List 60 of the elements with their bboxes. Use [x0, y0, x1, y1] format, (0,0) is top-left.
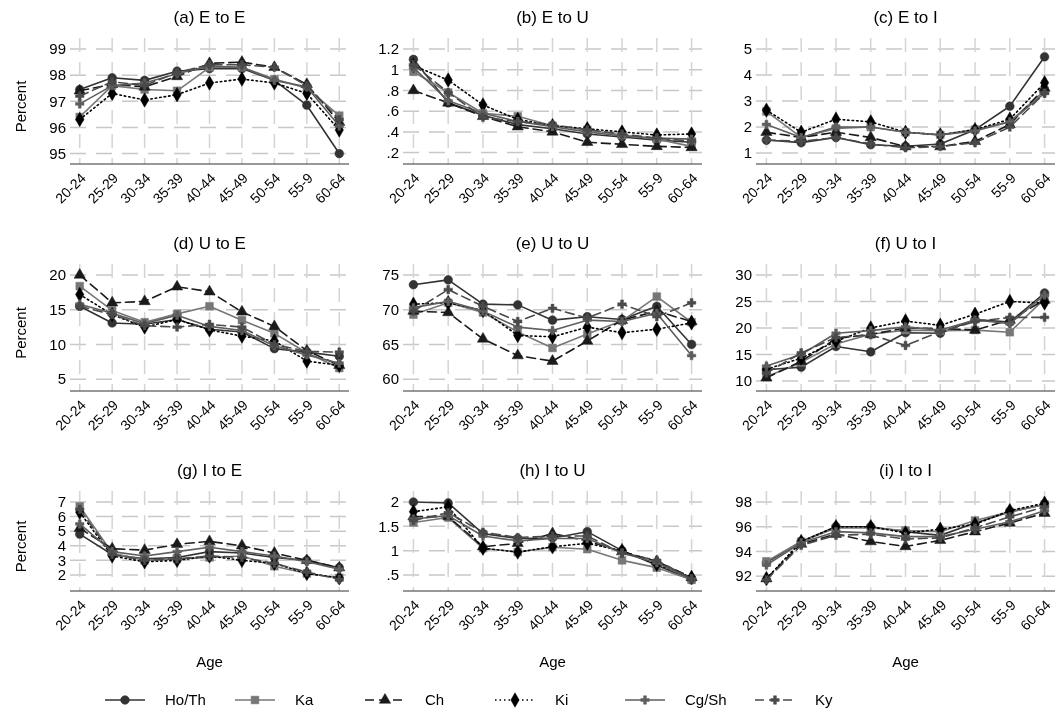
y-tick-label: 96 — [735, 517, 752, 535]
y-tick-label: 5 — [57, 522, 66, 540]
y-tick-label: 1.5 — [378, 517, 399, 535]
legend-label: Ka — [295, 691, 314, 709]
y-tick-label: 3 — [743, 92, 752, 110]
y-tick-label: 20 — [735, 319, 752, 337]
y-axis-title: Percent — [12, 306, 29, 359]
y-axis-title: Percent — [12, 519, 29, 573]
y-tick-label: 2 — [390, 493, 399, 511]
chart-title: (h) I to U — [519, 461, 586, 480]
y-tick-label: 5 — [57, 370, 66, 388]
chart-title: (a) E to E — [173, 8, 246, 27]
y-tick-label: 65 — [382, 335, 399, 353]
chart-title: (c) E to I — [873, 8, 938, 27]
y-tick-label: 30 — [735, 266, 752, 284]
y-tick-label: .5 — [386, 566, 399, 584]
y-tick-label: 60 — [382, 370, 399, 388]
x-axis-title: Age — [196, 653, 223, 670]
chart-title: (g) I to E — [176, 461, 243, 480]
y-tick-label: 2 — [743, 118, 752, 136]
y-tick-label: 5 — [743, 40, 752, 58]
legend-label: Cg/Sh — [685, 691, 727, 709]
chart-title: (i) I to I — [879, 461, 932, 480]
y-tick-label: 99 — [49, 40, 66, 58]
y-tick-label: 15 — [49, 300, 66, 318]
x-axis-title: Age — [539, 653, 566, 670]
legend-label: Ho/Th — [165, 691, 206, 709]
y-tick-label: 92 — [735, 567, 752, 585]
y-tick-label: 98 — [735, 493, 752, 511]
legend-label: Ky — [815, 691, 833, 709]
legend-label: Ch — [425, 691, 445, 709]
legend-label: Ki — [555, 691, 569, 709]
y-tick-label: 70 — [382, 300, 399, 318]
y-tick-label: 10 — [735, 372, 752, 390]
y-tick-label: 98 — [49, 66, 66, 84]
y-tick-label: 15 — [735, 345, 752, 363]
y-tick-label: 20 — [49, 266, 66, 284]
y-axis-title: Percent — [12, 79, 29, 133]
y-tick-label: .2 — [386, 143, 399, 161]
y-tick-label: .4 — [386, 123, 399, 141]
chart-title: (b) E to U — [516, 8, 589, 27]
y-tick-label: 10 — [49, 335, 66, 353]
y-tick-label: 97 — [49, 92, 66, 110]
y-tick-label: 1.2 — [378, 40, 399, 58]
y-tick-label: 4 — [743, 66, 752, 84]
y-tick-label: 1 — [390, 541, 399, 559]
y-tick-label: 25 — [735, 292, 752, 310]
y-tick-label: 75 — [382, 266, 399, 284]
y-tick-label: 94 — [735, 542, 752, 560]
y-tick-label: 96 — [49, 118, 66, 136]
chart-title: (d) U to E — [173, 234, 246, 253]
y-tick-label: .6 — [386, 102, 399, 120]
y-tick-label: 1 — [390, 60, 399, 78]
chart-title: (f) U to I — [874, 234, 937, 253]
chart-title: (e) U to U — [515, 234, 590, 253]
y-tick-label: 95 — [49, 144, 66, 162]
x-axis-title: Age — [892, 653, 919, 670]
y-tick-label: .8 — [386, 81, 399, 99]
y-tick-label: 1 — [743, 144, 752, 162]
y-tick-label: 2 — [57, 566, 66, 584]
